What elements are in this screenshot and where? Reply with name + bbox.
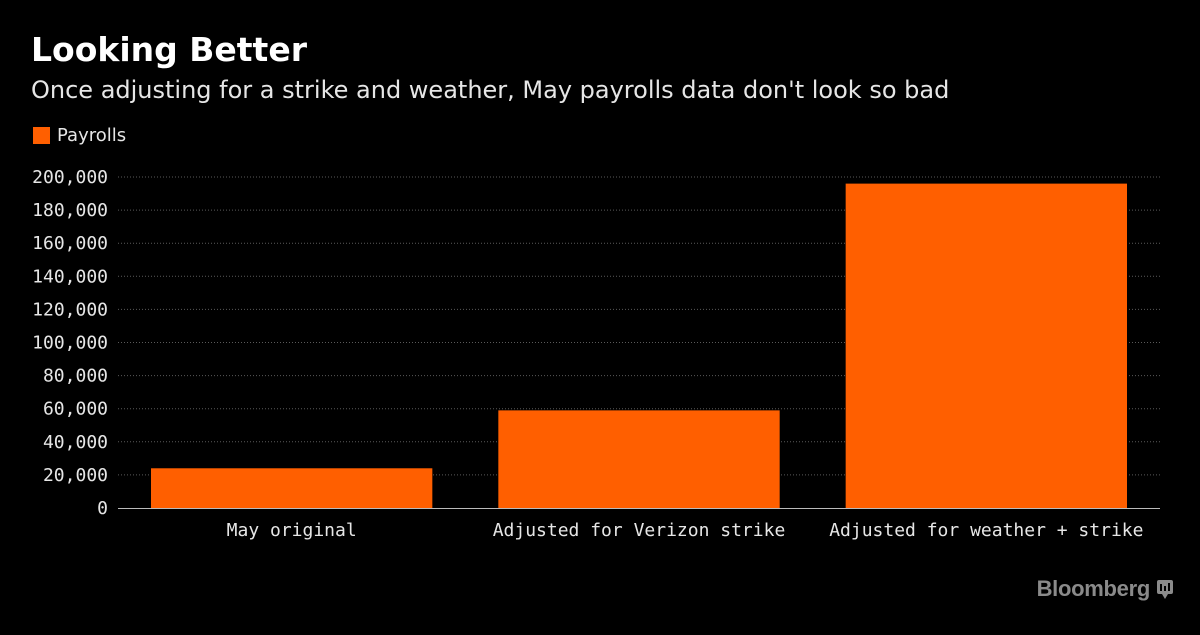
bloomberg-terminal-icon	[1157, 580, 1173, 599]
bar-3	[845, 183, 1128, 508]
brand-name: Bloomberg	[1036, 576, 1151, 601]
y-axis-tick-labels: 0 20,000 40,000 60,000 80,000 100,000 120,000 1…	[32, 167, 108, 519]
legend-label-payrolls: Payrolls	[57, 125, 127, 146]
bar-1	[150, 468, 433, 508]
y-tick-label: 200,000	[32, 167, 108, 188]
y-tick-label: 100,000	[32, 333, 108, 354]
bloomberg-logo: Bloomberg	[1037, 576, 1174, 602]
x-category-label: Adjusted for weather + strike	[829, 520, 1143, 541]
y-tick-label: 80,000	[43, 366, 108, 387]
x-category-label: May original	[227, 520, 357, 541]
y-tick-label: 60,000	[43, 399, 108, 420]
bars	[150, 183, 1128, 508]
legend-swatch-payrolls	[33, 127, 50, 144]
y-tick-label: 40,000	[43, 432, 108, 453]
chart-title: Looking Better	[31, 30, 307, 69]
y-tick-label: 120,000	[32, 299, 108, 320]
chart-subtitle: Once adjusting for a strike and weather,…	[31, 76, 950, 104]
y-tick-label: 0	[97, 498, 108, 519]
x-category-label: Adjusted for Verizon strike	[493, 520, 786, 541]
x-axis-category-labels: May original Adjusted for Verizon strike A…	[227, 520, 1144, 541]
y-tick-label: 140,000	[32, 266, 108, 287]
y-tick-label: 20,000	[43, 465, 108, 486]
bar-2	[498, 410, 780, 508]
y-tick-label: 180,000	[32, 200, 108, 221]
legend: Payrolls	[33, 125, 126, 146]
y-tick-label: 160,000	[32, 233, 108, 254]
